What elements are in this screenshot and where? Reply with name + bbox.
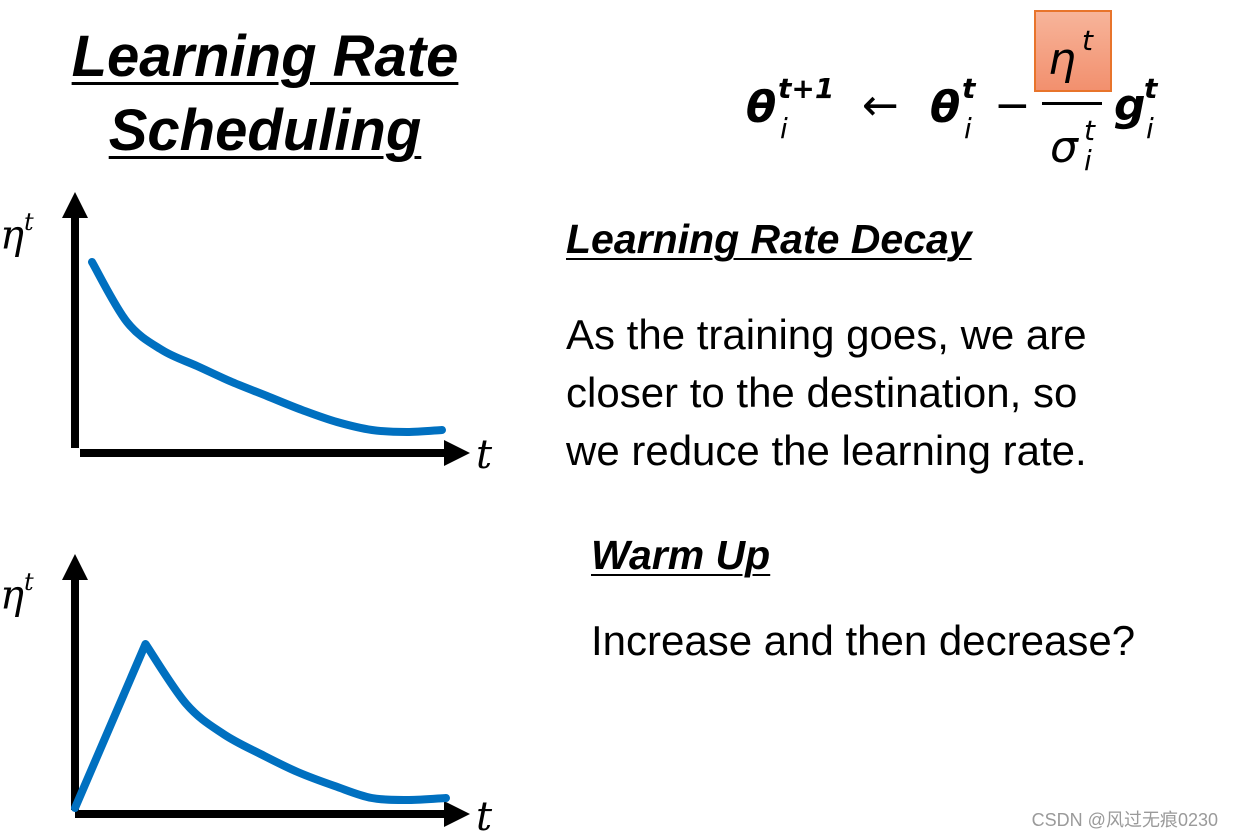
decay-line-3: we reduce the learning rate. — [566, 427, 1087, 474]
formula-arrow: ← — [862, 80, 899, 131]
title-line-2: Scheduling — [108, 98, 422, 163]
formula-theta-old-sub: i — [964, 112, 972, 145]
formula-theta-old: θ — [930, 82, 961, 133]
warmup-curve-line — [71, 640, 450, 812]
formula-theta-old-sup: t — [962, 72, 976, 105]
warmup-y-axis-arrowhead — [62, 554, 88, 580]
formula-theta-new: θ — [746, 82, 777, 133]
warmup-y-label: ηt — [0, 568, 34, 619]
decay-y-label-symbol: η — [0, 212, 24, 259]
decay-chart — [62, 192, 470, 466]
decay-y-label-sup: t — [23, 208, 34, 236]
watermark: CSDN @风过无痕0230 — [1031, 810, 1218, 830]
decay-description: As the training goes, we are closer to t… — [566, 306, 1087, 480]
decay-curve-line — [88, 258, 446, 436]
formula-sigma-sub: i — [1084, 144, 1092, 177]
formula-g-sup: t — [1144, 72, 1158, 105]
formula-theta-new-sub: i — [780, 112, 788, 145]
decay-y-label: ηt — [0, 208, 34, 259]
formula-theta-new-sup: t+1 — [778, 72, 835, 105]
formula-minus: − — [994, 80, 1031, 131]
formula-g: g — [1114, 80, 1146, 131]
warmup-chart — [62, 554, 470, 827]
formula-eta-sup: t — [1082, 24, 1093, 57]
warmup-x-axis-arrowhead — [444, 801, 470, 827]
warmup-y-label-symbol: η — [0, 572, 24, 619]
warmup-x-label: t — [476, 794, 493, 840]
formula-eta: η — [1048, 34, 1076, 85]
warmup-y-label-sup: t — [23, 568, 34, 596]
formula-sigma: σ — [1050, 122, 1078, 173]
warmup-heading: Warm Up — [591, 532, 771, 578]
warmup-description: Increase and then decrease? — [591, 617, 1136, 664]
decay-line-1: As the training goes, we are — [566, 311, 1087, 358]
decay-x-label: t — [476, 432, 493, 478]
formula-sigma-sup: t — [1084, 114, 1095, 147]
decay-x-axis-arrowhead — [444, 440, 470, 466]
page-title: Learning Rate Scheduling — [30, 20, 500, 168]
decay-line-2: closer to the destination, so — [566, 369, 1078, 416]
learning-rate-highlight — [1034, 10, 1112, 92]
decay-y-axis-arrowhead — [62, 192, 88, 218]
formula-g-sub: i — [1146, 112, 1154, 145]
decay-heading: Learning Rate Decay — [566, 216, 972, 262]
fraction-bar — [1042, 102, 1102, 105]
update-formula: θ t+1 i ← θ t i − η t σ t i g t i — [744, 10, 1184, 185]
title-line-1: Learning Rate — [71, 24, 459, 89]
